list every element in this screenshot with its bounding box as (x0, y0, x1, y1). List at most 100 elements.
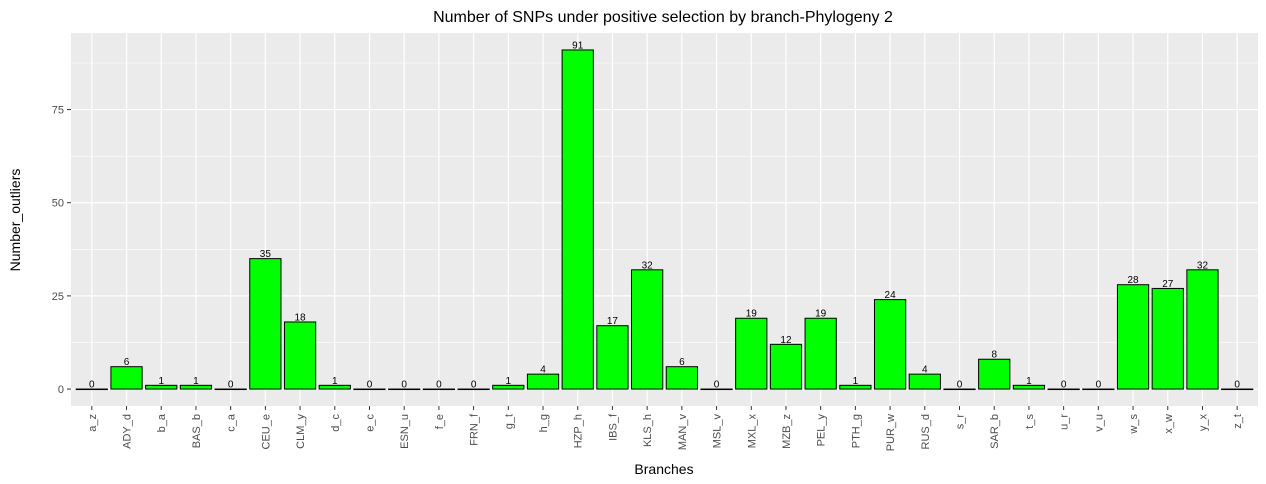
bar-c_a (214, 388, 247, 391)
bar-value-label: 12 (780, 335, 792, 346)
bar-BAS_b (179, 384, 213, 390)
bar-value-label: 6 (124, 357, 130, 368)
bar-value-label: 0 (471, 380, 477, 391)
x-tick-label: b_a (156, 413, 168, 432)
x-tick-label: s_r (955, 414, 967, 430)
bar-value-label: 0 (228, 380, 234, 391)
x-tick-label: IBS_f (607, 413, 619, 441)
x-tick-label: PEL_y (816, 414, 828, 447)
bar-value-label: 0 (1234, 380, 1240, 391)
bar-value-label: 24 (885, 290, 897, 301)
bar-e_c (353, 388, 386, 391)
bar-MSL_v (700, 388, 733, 391)
bar-value-label: 0 (714, 380, 720, 391)
bar-value-label: 0 (1061, 380, 1067, 391)
bar-value-label: 32 (642, 260, 654, 271)
bar-CEU_e (249, 258, 282, 390)
x-tick-label: MZB_z (781, 414, 793, 449)
bar-ESN_u (388, 388, 421, 391)
bar-value-label: 0 (957, 380, 963, 391)
bar-value-label: 91 (572, 40, 584, 51)
bar-value-label: 1 (1026, 376, 1032, 387)
x-tick-label: d_c (330, 414, 342, 432)
x-axis-title: Branches (634, 461, 693, 477)
x-tick-label: SAR_b (989, 414, 1001, 449)
bar-value-labels: 0 6 1 1 0 35 18 1 0 0 0 0 1 4 91 17 32 6 0 19 12 19 1 24 4 0 8 1 0 0 2… (89, 40, 1240, 390)
bar-v_u (1082, 388, 1115, 391)
bar-u_r (1047, 388, 1080, 391)
bar-h_g (526, 373, 560, 390)
x-tick-label: f_e (434, 414, 446, 429)
bar-SAR_b (978, 358, 1011, 390)
bar-value-label: 4 (922, 365, 928, 376)
x-tick-label: RUS_d (920, 414, 932, 449)
bar-CLM_y (283, 321, 317, 390)
bar-value-label: 1 (332, 376, 338, 387)
bar-PEL_y (804, 317, 837, 390)
bar-value-label: 17 (607, 316, 619, 327)
bar-FRN_f (457, 388, 490, 391)
y-axis: 0 25 50 75 (52, 105, 71, 396)
x-tick-label: x_w (1163, 414, 1175, 434)
bar-ADY_d (110, 366, 143, 390)
bar-value-label: 35 (260, 249, 272, 260)
x-tick-label: h_g (538, 414, 550, 432)
bar-value-label: 0 (89, 380, 95, 391)
x-tick-label: CLM_y (295, 414, 307, 449)
x-tick-label: t_s (1024, 414, 1036, 429)
bar-MZB_z (769, 343, 803, 390)
bar-value-label: 19 (815, 309, 827, 320)
x-tick-label: e_c (364, 414, 376, 432)
bar-b_a (145, 384, 178, 390)
bar-MXL_x (735, 317, 768, 390)
bar-y_x (1186, 269, 1219, 390)
bar-value-label: 4 (540, 365, 546, 376)
bar-value-label: 0 (367, 380, 373, 391)
bar-value-label: 6 (679, 357, 685, 368)
bar-z_t (1221, 388, 1254, 391)
x-tick-label: FRN_f (469, 413, 481, 446)
x-tick-label: PTH_g (850, 414, 862, 448)
bar-value-label: 32 (1197, 260, 1209, 271)
x-tick-label: BAS_b (191, 414, 203, 448)
bar-d_c (318, 384, 351, 390)
bar-value-label: 0 (401, 380, 407, 391)
x-tick-label: KLS_h (642, 414, 654, 447)
x-tick-label: c_a (226, 413, 238, 432)
bar-x_w (1151, 287, 1184, 390)
bar-value-label: 1 (853, 376, 859, 387)
y-tick-label: 75 (52, 105, 64, 117)
bar-value-label: 28 (1127, 275, 1139, 286)
bar-value-label: 1 (193, 376, 199, 387)
x-tick-label: MXL_x (746, 414, 758, 449)
bar-value-label: 0 (436, 380, 442, 391)
bar-KLS_h (631, 269, 664, 390)
x-tick-label: v_u (1093, 414, 1105, 432)
x-tick-label: z_t (1232, 414, 1244, 429)
x-axis: a_z ADY_d b_a BAS_b c_a CEU_e CLM_y d_c e_c ESN_u… (87, 406, 1244, 451)
bar-value-label: 8 (991, 350, 997, 361)
bar-value-label: 0 (1096, 380, 1102, 391)
x-tick-label: u_r (1059, 414, 1071, 430)
y-tick-label: 25 (52, 291, 64, 303)
bar-PUR_w (873, 299, 907, 390)
bar-a_z (75, 388, 108, 391)
x-tick-label: HZP_h (573, 414, 585, 448)
bar-MAN_v (665, 366, 698, 390)
chart-title: Number of SNPs under positive selection … (433, 9, 893, 26)
x-tick-label: PUR_w (885, 414, 897, 451)
bar-PTH_g (839, 384, 872, 390)
x-tick-label: ESN_u (399, 414, 411, 449)
y-tick-label: 0 (58, 384, 64, 396)
bar-f_e (422, 388, 456, 391)
x-tick-label: w_s (1128, 414, 1140, 435)
bar-HZP_h (561, 49, 594, 390)
x-tick-label: MAN_v (677, 414, 689, 451)
y-tick-label: 50 (52, 198, 64, 210)
bar-w_s (1116, 284, 1150, 390)
bar-t_s (1012, 384, 1046, 390)
x-tick-label: ADY_d (122, 414, 134, 449)
bar-g_t (492, 384, 525, 390)
bar-IBS_f (596, 325, 629, 390)
